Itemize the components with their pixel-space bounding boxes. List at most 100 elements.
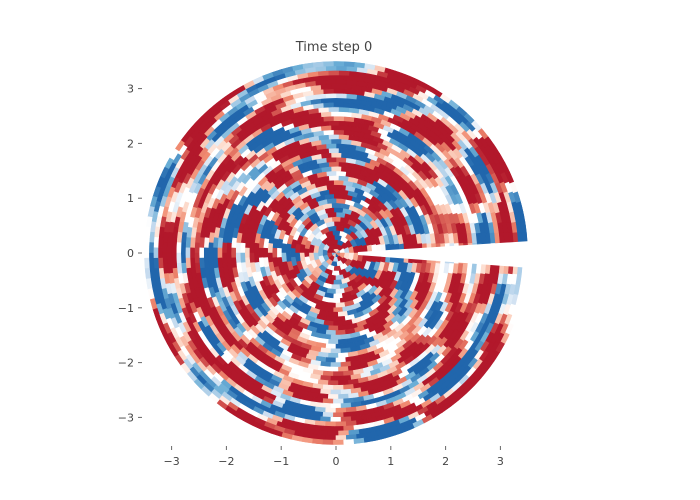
field-cell (322, 439, 334, 445)
field-cell (331, 298, 341, 304)
field-cell (212, 247, 218, 259)
field-cell (312, 438, 324, 445)
field-cell (325, 357, 337, 363)
field-cell (330, 403, 342, 409)
field-cell (325, 435, 337, 441)
field-cell (333, 307, 344, 313)
field-cell (276, 247, 282, 259)
field-cell (330, 97, 342, 103)
field-cell (333, 371, 345, 377)
field-cell (162, 252, 168, 264)
field-cell (333, 179, 344, 186)
field-cell (322, 425, 334, 432)
field-cell (520, 221, 527, 233)
field-cell (328, 147, 339, 154)
field-heatmap (144, 61, 528, 445)
field-cell (333, 439, 345, 445)
field-cell (353, 437, 366, 445)
field-cell (333, 384, 345, 391)
x-tick-label: −3 (163, 455, 179, 468)
field-cell (328, 366, 339, 373)
field-cell (335, 92, 347, 99)
field-cell (325, 65, 337, 71)
field-cell (325, 92, 337, 99)
field-cell (331, 230, 341, 236)
field-cell (330, 83, 342, 89)
field-cell (333, 320, 344, 327)
field-cell (258, 247, 264, 259)
field-cell (328, 175, 339, 181)
field-cell (194, 252, 200, 264)
field-cell (166, 252, 173, 264)
field-cell (331, 270, 341, 276)
x-axis-ticks: −3 −2 −1 0 1 2 3 (163, 446, 504, 468)
field-cell (330, 362, 342, 368)
field-cell (226, 252, 232, 264)
field-cell (335, 407, 347, 414)
field-cell (335, 65, 347, 71)
y-tick-label: −2 (118, 357, 134, 370)
x-tick-label: 3 (497, 455, 504, 468)
field-cell (333, 74, 345, 80)
field-cell (262, 247, 268, 259)
field-cell (239, 242, 246, 254)
field-cell (203, 247, 209, 259)
field-cell (330, 111, 342, 117)
field-cell (333, 115, 345, 122)
x-tick-label: −2 (218, 455, 234, 468)
y-tick-label: 0 (127, 247, 134, 260)
field-cell (327, 394, 339, 400)
field-cell (198, 247, 204, 259)
y-tick-label: 1 (127, 192, 134, 205)
field-cell (520, 273, 527, 285)
field-cell (171, 247, 177, 259)
field-cell (330, 152, 342, 158)
field-cell (322, 74, 334, 81)
field-cell (322, 88, 334, 94)
field-cell (180, 252, 186, 264)
field-cell (175, 252, 182, 264)
y-tick-label: −3 (118, 411, 134, 424)
field-cell (335, 143, 347, 149)
field-cell (144, 247, 150, 259)
field-cell (330, 334, 342, 340)
field-cell (327, 380, 339, 386)
field-cell (335, 357, 347, 363)
field-cell (333, 61, 345, 67)
y-axis-ticks: −3 −2 −1 0 1 2 3 (118, 83, 142, 424)
field-cell (327, 106, 339, 112)
field-cell (330, 124, 342, 131)
y-tick-label: 2 (127, 137, 134, 150)
field-cell (328, 133, 339, 140)
field-cell (325, 421, 337, 427)
field-cell (304, 248, 310, 258)
field-cell (175, 242, 182, 254)
field-cell (153, 247, 159, 259)
field-cell (157, 247, 163, 259)
field-cell (325, 79, 337, 85)
field-cell (331, 284, 341, 290)
field-cell (333, 102, 345, 108)
field-cell (226, 242, 232, 254)
field-cell (325, 143, 337, 149)
field-cell (194, 242, 200, 254)
field-cell (333, 129, 345, 135)
field-cell (521, 231, 528, 244)
field-cell (327, 120, 339, 126)
field-cell (327, 430, 339, 436)
field-cell (331, 216, 341, 222)
field-cell (343, 61, 355, 67)
x-tick-label: −1 (273, 455, 289, 468)
x-tick-label: 1 (387, 455, 394, 468)
field-cell (144, 257, 150, 270)
field-cell (330, 348, 342, 354)
field-cell (330, 166, 342, 172)
field-cell (322, 61, 334, 67)
field-cell (207, 252, 214, 264)
field-cell (144, 236, 150, 249)
field-cell (217, 247, 223, 259)
field-cell (328, 161, 339, 167)
field-cell (317, 248, 323, 258)
field-cell (166, 242, 173, 254)
